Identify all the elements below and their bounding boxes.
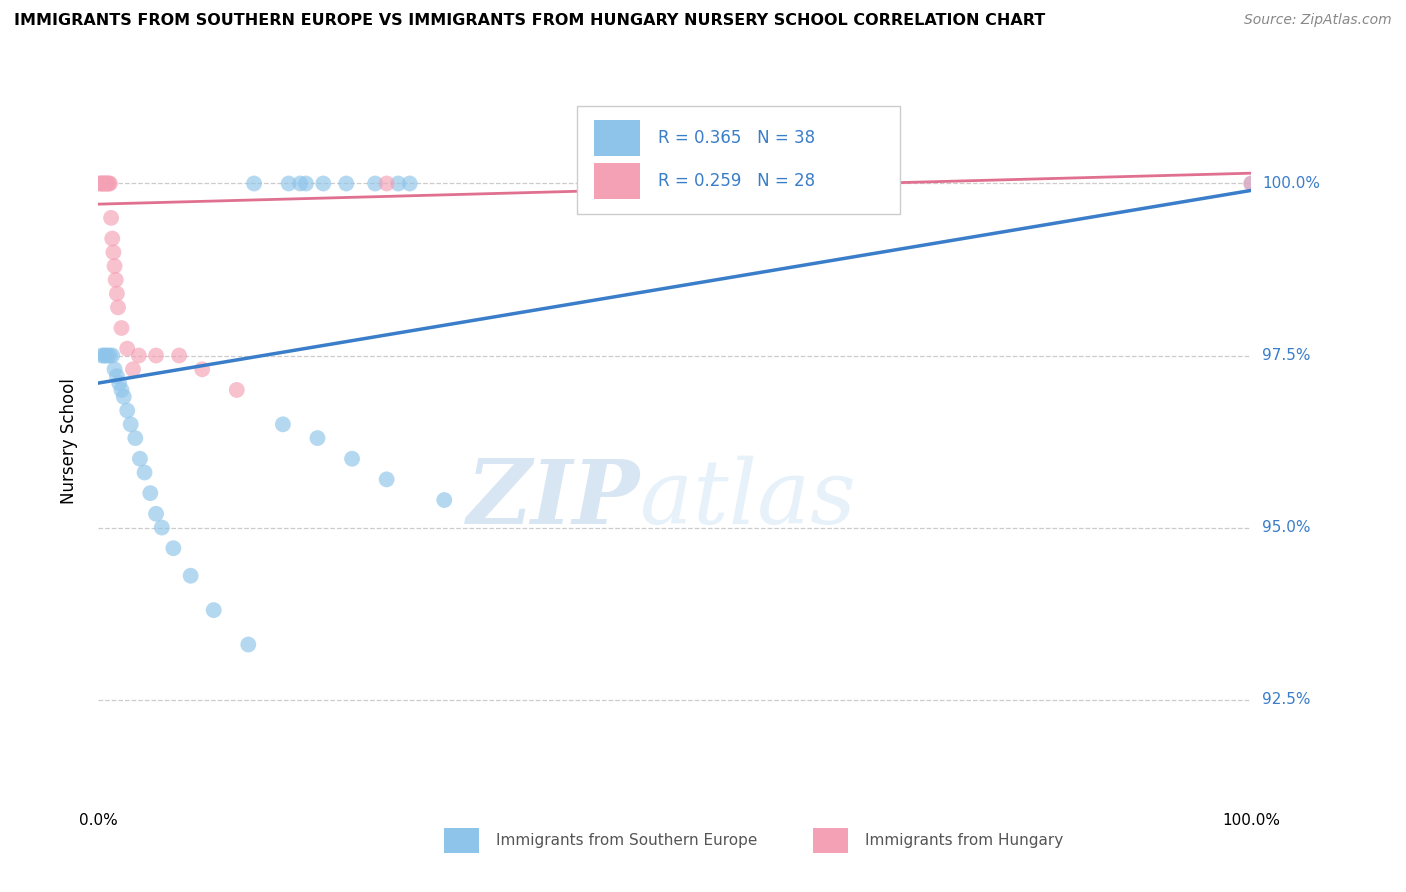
Point xyxy=(271,417,294,432)
Point xyxy=(335,177,357,191)
Text: IMMIGRANTS FROM SOUTHERN EUROPE VS IMMIGRANTS FROM HUNGARY NURSERY SCHOOL CORREL: IMMIGRANTS FROM SOUTHERN EUROPE VS IMMIG… xyxy=(14,13,1045,29)
Point xyxy=(91,177,114,191)
Text: Immigrants from Hungary: Immigrants from Hungary xyxy=(865,833,1063,848)
FancyBboxPatch shape xyxy=(595,120,640,156)
Text: ZIP: ZIP xyxy=(467,456,640,542)
Point xyxy=(145,349,167,363)
Point xyxy=(162,541,184,556)
FancyBboxPatch shape xyxy=(813,828,848,854)
Point xyxy=(110,383,132,397)
Point xyxy=(180,568,202,582)
FancyBboxPatch shape xyxy=(576,105,900,214)
Point xyxy=(94,177,117,191)
Text: 100.0%: 100.0% xyxy=(1263,176,1320,191)
Point xyxy=(105,286,128,301)
Text: R = 0.259   N = 28: R = 0.259 N = 28 xyxy=(658,172,814,190)
Point xyxy=(90,177,112,191)
Text: Source: ZipAtlas.com: Source: ZipAtlas.com xyxy=(1244,13,1392,28)
Point xyxy=(97,349,120,363)
Point xyxy=(191,362,214,376)
Point xyxy=(90,349,112,363)
Point xyxy=(243,177,266,191)
Point xyxy=(117,342,139,356)
Point xyxy=(120,417,142,432)
Point xyxy=(307,431,329,445)
Point xyxy=(101,231,124,245)
Point xyxy=(238,638,260,652)
Point xyxy=(225,383,247,397)
Point xyxy=(277,177,299,191)
Point xyxy=(117,403,139,417)
Point xyxy=(150,520,173,534)
Point xyxy=(139,486,162,500)
Text: 92.5%: 92.5% xyxy=(1263,692,1310,707)
Point xyxy=(93,177,115,191)
Point xyxy=(96,177,118,191)
Point xyxy=(103,245,125,260)
Point xyxy=(128,349,150,363)
Point xyxy=(295,177,318,191)
Point xyxy=(97,177,120,191)
Text: atlas: atlas xyxy=(640,456,856,542)
Point xyxy=(433,493,456,508)
FancyBboxPatch shape xyxy=(595,163,640,200)
Point xyxy=(202,603,225,617)
Point xyxy=(145,507,167,521)
Point xyxy=(101,349,124,363)
Point xyxy=(98,177,121,191)
Point xyxy=(107,301,129,315)
Point xyxy=(97,177,120,191)
Point xyxy=(1240,177,1263,191)
Point xyxy=(398,177,420,191)
Point xyxy=(94,349,117,363)
Text: Immigrants from Southern Europe: Immigrants from Southern Europe xyxy=(496,833,758,848)
Point xyxy=(89,177,111,191)
Point xyxy=(129,451,152,466)
Point xyxy=(167,349,190,363)
Y-axis label: Nursery School: Nursery School xyxy=(59,378,77,505)
Point xyxy=(375,472,398,486)
Point xyxy=(340,451,363,466)
Point xyxy=(110,321,132,335)
Point xyxy=(112,390,135,404)
Text: R = 0.365   N = 38: R = 0.365 N = 38 xyxy=(658,129,814,147)
Point xyxy=(108,376,131,390)
Point xyxy=(387,177,409,191)
Point xyxy=(721,177,744,191)
Point xyxy=(100,211,122,225)
FancyBboxPatch shape xyxy=(444,828,479,854)
Text: 95.0%: 95.0% xyxy=(1263,520,1310,535)
Point xyxy=(93,349,115,363)
Point xyxy=(364,177,387,191)
Point xyxy=(90,177,112,191)
Point xyxy=(98,349,121,363)
Point xyxy=(105,369,128,384)
Point xyxy=(1240,177,1263,191)
Point xyxy=(103,259,125,273)
Point xyxy=(124,431,146,445)
Point xyxy=(290,177,312,191)
Text: 97.5%: 97.5% xyxy=(1263,348,1310,363)
Point xyxy=(122,362,145,376)
Point xyxy=(104,273,127,287)
Point xyxy=(312,177,335,191)
Point xyxy=(375,177,398,191)
Point xyxy=(134,466,156,480)
Point xyxy=(103,362,125,376)
